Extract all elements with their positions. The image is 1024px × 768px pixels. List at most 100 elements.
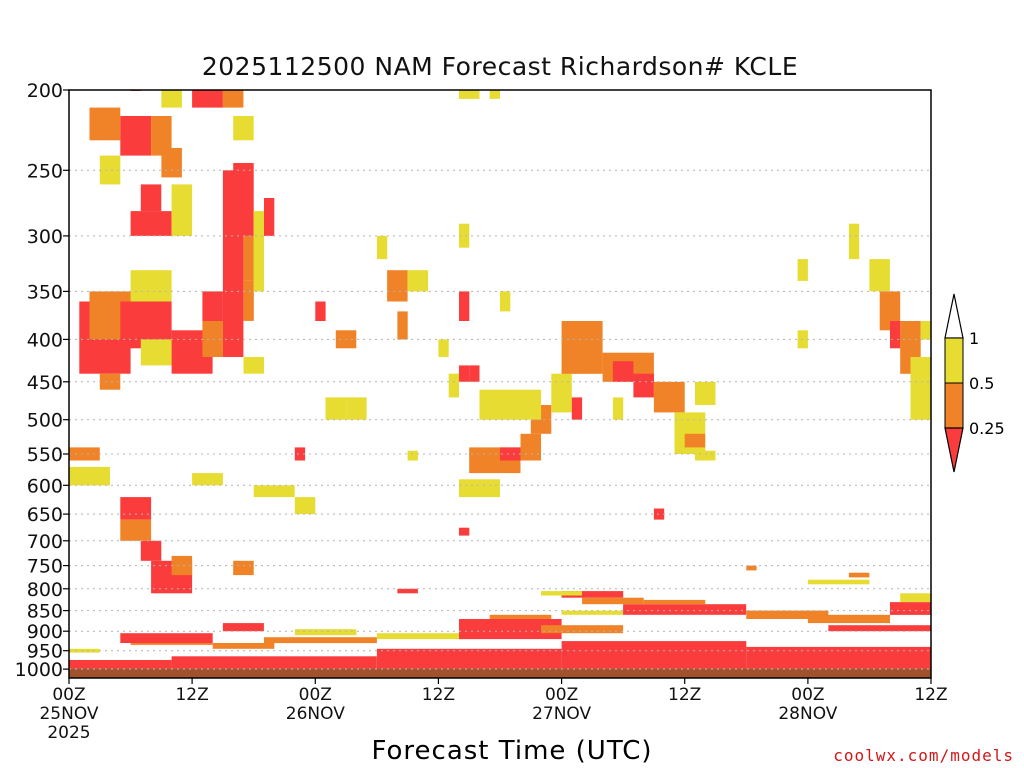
ri-cell-red-63 [202,291,223,321]
y-tick-label-350: 350 [27,281,63,303]
ri-cell-yellow-116 [910,357,931,420]
ri-cell-orange-9 [212,643,275,649]
ri-cell-red-4 [561,641,747,669]
ri-cell-yellow-17 [561,610,624,615]
ri-cell-orange-33 [171,555,193,576]
ri-cell-red-98 [397,588,418,594]
ri-cell-red-50 [633,373,654,398]
ri-cell-red-5 [746,646,931,669]
ri-cell-yellow-111 [797,259,808,281]
ri-cell-orange-65 [243,280,254,321]
ri-cell-orange-51 [653,381,685,413]
ri-cell-orange-16 [541,625,624,634]
x-tick-label-1: 12Z [175,685,208,705]
ri-cell-red-74 [130,211,172,236]
y-tick-label-850: 850 [27,601,63,623]
ri-cell-red-29 [120,497,152,520]
y-tick-label-800: 800 [27,579,63,601]
ri-cell-yellow-82 [99,155,121,185]
ri-cell-yellow-94 [346,397,367,420]
ri-cell-red-100 [459,365,470,382]
ri-cell-yellow-28 [807,579,870,585]
plot-area [69,90,931,678]
ri-cell-yellow-68 [253,211,264,292]
ri-cell-yellow-102 [448,373,459,398]
ri-cell-orange-8 [130,643,213,645]
ri-cell-yellow-112 [869,259,890,292]
ri-cell-yellow-43 [459,479,500,498]
ri-cell-red-109 [653,508,665,520]
ri-cell-orange-73 [151,116,172,156]
ri-cell-orange-23 [807,614,890,624]
y-tick-label-950: 950 [27,641,63,663]
ri-cell-yellow-6 [69,648,100,653]
ri-cell-orange-71 [89,107,121,141]
ri-cell-orange-90 [397,311,408,340]
ri-cell-yellow-84 [459,90,480,99]
ri-cell-orange-47 [561,321,603,374]
ri-cell-yellow-118 [848,223,860,260]
ri-cell-orange-41 [520,433,541,461]
ri-cell-orange-22 [746,610,829,619]
ri-cell-red-101 [469,365,480,382]
legend-bin-red [944,427,964,473]
x-tick-label-3: 12Z [422,685,455,705]
ri-cell-yellow-54 [695,381,716,405]
ri-cell-orange-21 [582,597,644,605]
y-tick-label-450: 450 [27,372,63,394]
ri-cell-red-19 [623,604,747,615]
y-tick-label-200: 200 [27,80,63,102]
ri-cell-orange-62 [202,321,223,357]
y-tick-label-1000: 1000 [15,659,63,681]
ri-cell-red-3 [376,648,562,669]
legend-bin-above-1 [944,293,964,339]
ri-cell-orange-66 [243,235,254,281]
ri-cell-orange-120 [848,572,870,578]
ri-cell-red-92 [315,301,326,321]
ri-cell-orange-53 [684,433,706,448]
ri-cell-red-72 [120,116,152,156]
ri-cell-red-49 [612,361,634,382]
ri-cell-yellow-106 [612,397,624,420]
ri-cell-yellow-70 [243,357,264,374]
ri-cell-yellow-97 [407,450,418,461]
plot-frame [68,89,932,679]
x-axis-label: Forecast Time (UTC) [371,736,652,766]
ri-cell-red-10 [222,623,264,632]
y-tick-label-400: 400 [27,329,63,351]
ri-cell-orange-113 [879,291,901,331]
ri-cell-red-14 [459,619,562,640]
ri-cell-yellow-117 [920,321,931,340]
ri-cell-red-67 [233,163,254,236]
ri-cell-yellow-93 [325,397,346,420]
x-tick-label-2: 00Z [299,685,332,705]
ri-cell-red-40 [500,447,521,461]
ri-cell-yellow-12 [294,629,357,636]
ri-cell-yellow-45 [551,373,572,413]
x-tick-label-5: 12Z [668,685,701,705]
ri-cell-yellow-105 [438,339,449,357]
ri-cell-red-99 [459,527,470,536]
ri-cell-orange-11 [264,637,377,644]
ri-cell-red-75 [140,184,162,212]
ri-cell-orange-76 [161,148,182,178]
ri-cell-orange-79 [222,90,244,108]
ri-cell-yellow-104 [500,291,511,312]
ri-cell-yellow-36 [192,473,223,486]
ri-cell-yellow-81 [233,116,254,141]
ri-cell-yellow-96 [294,497,316,515]
ri-cell-yellow-27 [541,591,582,596]
ri-cell-red-7 [120,633,213,643]
ri-cell-red-18 [561,591,624,598]
y-tick-label-700: 700 [27,531,63,553]
legend-label-0-5: 0.5 [969,374,994,393]
ri-cell-orange-20 [643,599,706,605]
ri-cell-red-103 [459,291,470,321]
ri-cell-orange-34 [69,447,100,461]
ri-cell-red-69 [264,198,275,236]
ri-cell-orange-119 [746,565,757,571]
y-tick-label-900: 900 [27,621,63,643]
ri-cell-yellow-86 [459,223,470,248]
